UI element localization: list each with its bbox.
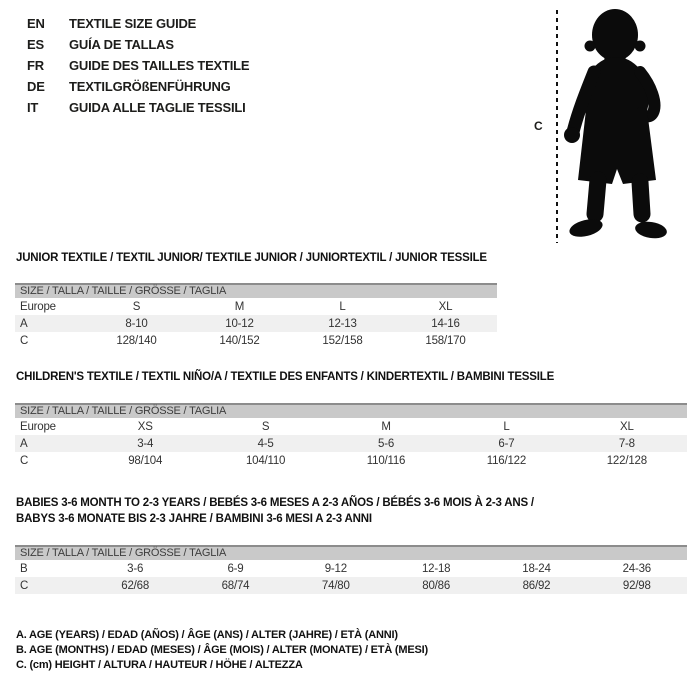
- size-cell: 92/98: [622, 579, 651, 592]
- language-item-es: ES GUÍA DE TALLAS: [27, 34, 249, 55]
- children-size-table: SIZE / TALLA / TAILLE / GRÖSSE / TAGLIA …: [15, 403, 687, 469]
- row-label: A: [20, 437, 28, 450]
- row-label: B: [20, 562, 28, 575]
- size-cell: 128/140: [116, 334, 157, 347]
- section-title-junior: JUNIOR TEXTILE / TEXTIL JUNIOR/ TEXTILE …: [16, 252, 487, 264]
- language-item-fr: FR GUIDE DES TAILLES TEXTILE: [27, 55, 250, 76]
- row-label: C: [20, 454, 29, 467]
- row-label: Europe: [20, 420, 56, 433]
- size-cell: 10-12: [225, 317, 254, 330]
- size-cell: XL: [619, 420, 634, 433]
- size-cell: S: [132, 300, 141, 313]
- size-cell: 12-13: [328, 317, 357, 330]
- size-cell: 122/128: [606, 454, 647, 467]
- size-cell: 80/86: [422, 579, 451, 592]
- size-cell: M: [234, 300, 245, 313]
- row-label: Europe: [20, 300, 56, 313]
- table-row-height: C 98/104 104/110 110/116 116/122 122/128: [15, 452, 687, 469]
- size-cell: 3-4: [137, 437, 154, 450]
- footnote-b: B. AGE (MONTHS) / EDAD (MESES) / ÂGE (MO…: [16, 644, 428, 656]
- table-row-months: B 3-6 6-9 9-12 12-18 18-24 24-36: [15, 560, 687, 577]
- language-item-de: DE TEXTILGRÖßENFÜHRUNG: [27, 76, 249, 97]
- babies-size-table: SIZE / TALLA / TAILLE / GRÖSSE / TAGLIA …: [15, 545, 687, 594]
- footnotes: A. AGE (YEARS) / EDAD (AÑOS) / ÂGE (ANS)…: [16, 628, 428, 673]
- size-cell: L: [339, 300, 346, 313]
- language-label: GUIDA ALLE TAGLIE TESSILI: [69, 100, 246, 115]
- baby-silhouette: [564, 9, 667, 239]
- language-item-it: IT GUIDA ALLE TAGLIE TESSILI: [27, 97, 249, 118]
- size-cell: 68/74: [221, 579, 250, 592]
- row-label: C: [20, 579, 29, 592]
- language-label: GUIDE DES TAILLES TEXTILE: [69, 58, 250, 73]
- size-cell: 3-6: [127, 562, 144, 575]
- size-cell: M: [381, 420, 391, 433]
- language-list: EN TEXTILE SIZE GUIDE ES GUÍA DE TALLAS …: [27, 13, 250, 118]
- language-item-en: EN TEXTILE SIZE GUIDE: [27, 13, 249, 34]
- size-cell: 24-36: [622, 562, 652, 575]
- size-cell: XL: [438, 300, 453, 313]
- baby-silhouette-icon: [556, 9, 667, 243]
- size-cell: 4-5: [257, 437, 274, 450]
- language-code: IT: [27, 100, 39, 115]
- size-cell: 74/80: [321, 579, 350, 592]
- table-row-age: A 3-4 4-5 5-6 6-7 7-8: [15, 435, 687, 452]
- table-row-height: C 62/68 68/74 74/80 80/86 86/92 92/98: [15, 577, 687, 594]
- size-cell: L: [503, 420, 510, 433]
- size-cell: 140/152: [219, 334, 260, 347]
- size-cell: 152/158: [322, 334, 363, 347]
- junior-size-table: SIZE / TALLA / TAILLE / GRÖSSE / TAGLIA …: [15, 283, 497, 349]
- size-cell: S: [261, 420, 270, 433]
- size-cell: XS: [137, 420, 153, 433]
- size-cell: 14-16: [431, 317, 460, 330]
- size-cell: 6-9: [227, 562, 244, 575]
- size-cell: 18-24: [522, 562, 551, 575]
- footnote-a: A. AGE (YEARS) / EDAD (AÑOS) / ÂGE (ANS)…: [16, 629, 398, 641]
- size-cell: 110/116: [366, 454, 406, 467]
- footnote-c: C. (cm) HEIGHT / ALTURA / HAUTEUR / HÖHE…: [16, 659, 303, 671]
- table-row-europe: Europe S M L XL: [15, 298, 497, 315]
- size-cell: 116/122: [486, 454, 527, 467]
- size-cell: 6-7: [498, 437, 515, 450]
- section-title-babies-line1: BABIES 3-6 MONTH TO 2-3 YEARS / BEBÉS 3-…: [16, 497, 534, 509]
- language-code: EN: [27, 16, 45, 31]
- size-cell: 8-10: [125, 317, 148, 330]
- language-code: DE: [27, 79, 45, 94]
- size-band: SIZE / TALLA / TAILLE / GRÖSSE / TAGLIA: [15, 403, 687, 418]
- size-cell: 98/104: [128, 454, 163, 467]
- section-title-babies: BABIES 3-6 MONTH TO 2-3 YEARS / BEBÉS 3-…: [16, 495, 534, 527]
- language-label: GUÍA DE TALLAS: [69, 37, 174, 52]
- row-label: A: [20, 317, 28, 330]
- language-label: TEXTILGRÖßENFÜHRUNG: [69, 79, 231, 94]
- size-cell: 158/170: [425, 334, 466, 347]
- section-title-children: CHILDREN'S TEXTILE / TEXTIL NIÑO/A / TEX…: [16, 371, 555, 383]
- table-row-europe: Europe XS S M L XL: [15, 418, 687, 435]
- size-cell: 12-18: [421, 562, 451, 575]
- language-code: FR: [27, 58, 44, 73]
- measure-label-c: C: [534, 119, 543, 133]
- section-title-babies-line2: BABYS 3-6 MONATE BIS 2-3 JAHRE / BAMBINI…: [16, 513, 372, 525]
- language-code: ES: [27, 37, 44, 52]
- size-cell: 62/68: [121, 579, 150, 592]
- size-cell: 7-8: [618, 437, 635, 450]
- size-band: SIZE / TALLA / TAILLE / GRÖSSE / TAGLIA: [15, 545, 687, 560]
- table-row-height: C 128/140 140/152 152/158 158/170: [15, 332, 497, 349]
- baby-figure: C: [534, 2, 698, 248]
- row-label: C: [20, 334, 29, 347]
- size-cell: 104/110: [245, 454, 286, 467]
- size-band: SIZE / TALLA / TAILLE / GRÖSSE / TAGLIA: [15, 283, 497, 298]
- size-cell: 5-6: [378, 437, 395, 450]
- size-cell: 86/92: [522, 579, 551, 592]
- table-row-age: A 8-10 10-12 12-13 14-16: [15, 315, 497, 332]
- size-cell: 9-12: [324, 562, 347, 575]
- language-label: TEXTILE SIZE GUIDE: [69, 16, 197, 31]
